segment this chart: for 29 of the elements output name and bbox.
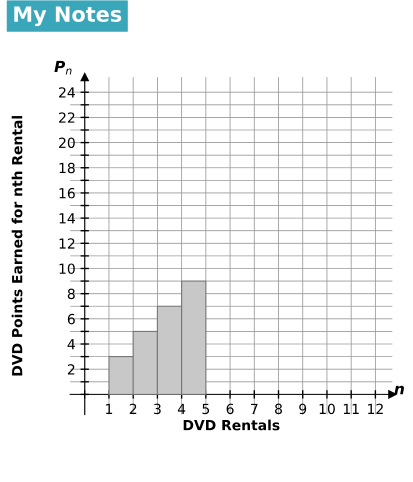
x-tick-label: 9 xyxy=(299,404,306,414)
x-tick-label: 2 xyxy=(130,404,136,414)
x-tick-label: 1 xyxy=(106,404,112,414)
text: P$_{n}$ xyxy=(54,60,72,75)
x-axis-title: DVD Rentals xyxy=(184,420,280,430)
text: n xyxy=(394,386,404,394)
x-tick-label: 5 xyxy=(202,404,210,414)
text: My Notes xyxy=(14,6,122,26)
y-tick-label: 14 xyxy=(60,213,75,224)
x-tick-label: 10 xyxy=(320,404,335,414)
y-tick-label: 8 xyxy=(68,288,75,300)
x-tick-label: 12 xyxy=(368,404,383,414)
y-tick-label: 12 xyxy=(60,238,74,249)
y-axis-title: DVD Points Earned for nth Rental xyxy=(12,116,22,376)
y-tick-label: 6 xyxy=(68,314,75,324)
y-tick-label: 24 xyxy=(59,87,75,98)
y-tick-label: 2 xyxy=(68,364,74,374)
x-tick-label: 3 xyxy=(154,404,161,414)
y-tick-label: 18 xyxy=(60,162,75,174)
y-tick-label: 10 xyxy=(60,263,75,274)
x-tick-label: 6 xyxy=(226,404,234,414)
x-tick-label: 4 xyxy=(178,404,186,414)
y-tick-label: 4 xyxy=(68,339,75,350)
x-tick-label: 7 xyxy=(251,404,258,414)
y-tick-label: 20 xyxy=(59,138,75,148)
x-tick-label: 11 xyxy=(344,404,359,414)
y-tick-label: 16 xyxy=(60,188,75,198)
x-tick-label: 8 xyxy=(275,404,282,414)
y-tick-label: 22 xyxy=(59,112,74,123)
